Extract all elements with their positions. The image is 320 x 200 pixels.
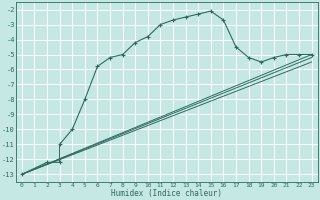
X-axis label: Humidex (Indice chaleur): Humidex (Indice chaleur) bbox=[111, 189, 222, 198]
